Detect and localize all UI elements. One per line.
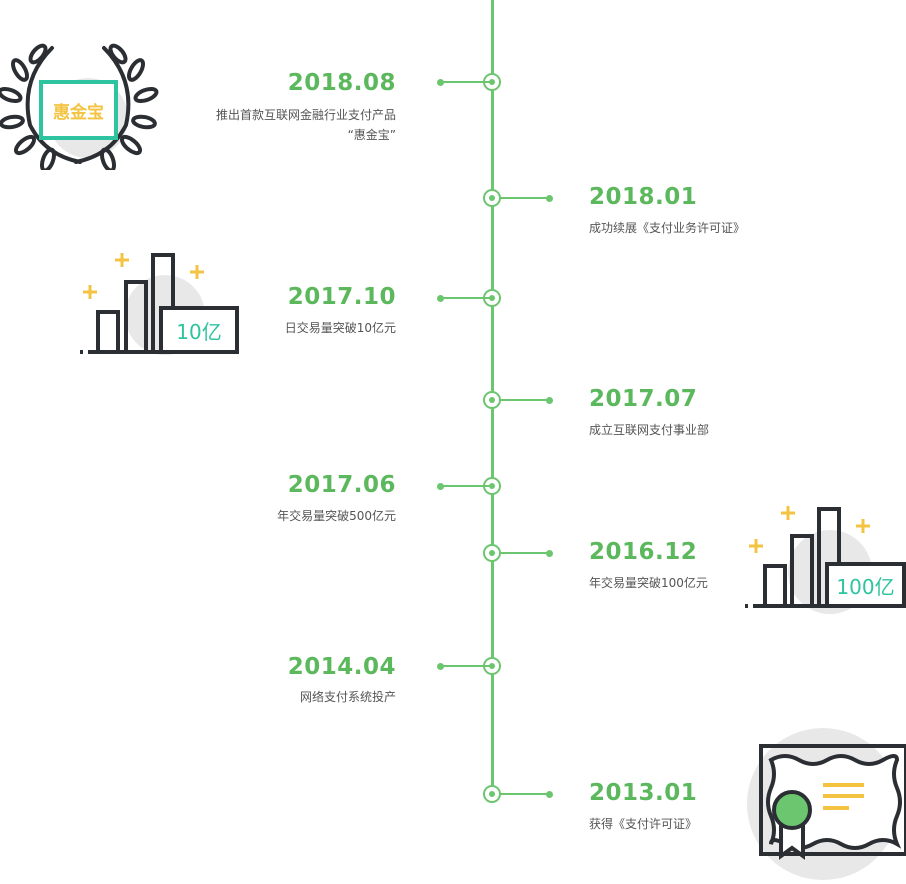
timeline-node xyxy=(483,189,501,207)
event-description: 年交易量突破500亿元 xyxy=(277,509,396,523)
event-description: 推出首款互联网金融行业支付产品 “惠金宝” xyxy=(216,105,396,145)
timeline-connector xyxy=(437,78,490,86)
bar-chart-icon xyxy=(745,506,906,614)
timeline-connector xyxy=(500,790,553,798)
event-date: 2014.04 xyxy=(287,654,396,680)
event-description: 获得《支付许可证》 xyxy=(589,817,698,831)
event-description: 成立互联网支付事业部 xyxy=(589,423,710,437)
event-date: 2013.01 xyxy=(589,780,698,806)
event-date: 2017.06 xyxy=(287,472,396,498)
event-date: 2018.08 xyxy=(287,70,396,96)
bar-chart-icon xyxy=(80,253,239,355)
bar-chart-illustration-10: 10亿 xyxy=(80,250,245,370)
certificate-illustration xyxy=(745,728,906,880)
timeline-connector xyxy=(437,294,490,302)
bar-chart-label: 10亿 xyxy=(176,319,222,344)
timeline-connector xyxy=(500,549,553,557)
event-description-line: 推出首款互联网金融行业支付产品 xyxy=(215,108,396,122)
bar-chart-illustration-100: 100亿 xyxy=(745,502,906,622)
event-date: 2016.12 xyxy=(589,539,698,565)
event-description: 年交易量突破100亿元 xyxy=(589,576,708,590)
laurel-badge-text: 惠金宝 xyxy=(53,102,104,123)
certificate-icon xyxy=(747,728,906,880)
timeline-connector xyxy=(500,194,553,202)
bar-chart-label: 100亿 xyxy=(836,574,895,599)
event-description-line: “惠金宝” xyxy=(347,128,396,142)
timeline-node xyxy=(483,544,501,562)
event-date: 2018.01 xyxy=(589,184,698,210)
laurel-badge-illustration: 惠金宝 xyxy=(0,40,160,173)
event-description: 网络支付系统投产 xyxy=(299,690,396,704)
event-date: 2017.10 xyxy=(287,284,396,310)
timeline-node xyxy=(483,391,501,409)
timeline-connector xyxy=(437,482,490,490)
laurel-icon xyxy=(0,43,159,173)
event-date: 2017.07 xyxy=(589,386,698,412)
timeline-connector xyxy=(437,662,490,670)
timeline-node xyxy=(483,289,501,307)
timeline-connector xyxy=(500,396,553,404)
event-description: 日交易量突破10亿元 xyxy=(284,321,396,335)
event-description: 成功续展《支付业务许可证》 xyxy=(589,221,746,235)
timeline-node xyxy=(483,785,501,803)
